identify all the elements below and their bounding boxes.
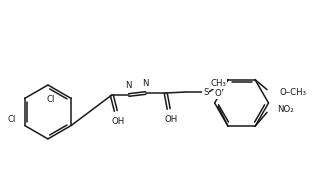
- Text: OH: OH: [111, 117, 125, 126]
- Text: Cl: Cl: [7, 115, 16, 124]
- Text: O: O: [215, 89, 222, 98]
- Text: N: N: [126, 81, 132, 90]
- Text: CH₃: CH₃: [210, 79, 226, 88]
- Text: S: S: [203, 88, 208, 97]
- Text: NO₂: NO₂: [277, 105, 294, 114]
- Text: OH: OH: [164, 115, 177, 124]
- Text: N: N: [142, 79, 149, 88]
- Text: Cl: Cl: [47, 95, 55, 104]
- Text: O–CH₃: O–CH₃: [279, 88, 306, 97]
